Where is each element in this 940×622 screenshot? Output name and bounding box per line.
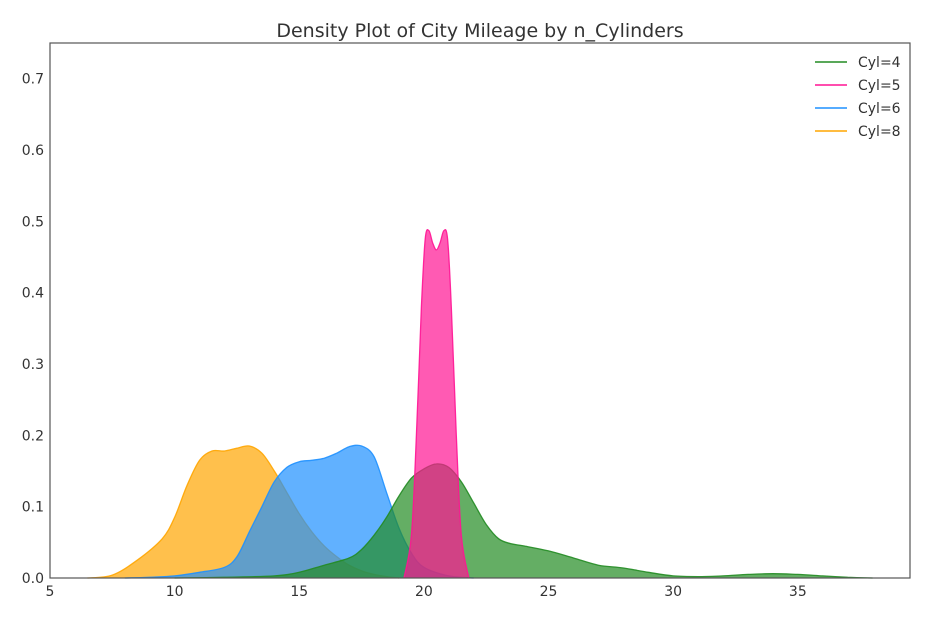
- density-line-cyl-4: [174, 463, 873, 579]
- y-tick-label: 0.7: [22, 72, 44, 88]
- legend-label-cyl-4: Cyl=4: [858, 55, 901, 71]
- y-tick-label: 0.3: [22, 357, 44, 373]
- y-tick-label: 0.5: [22, 214, 44, 230]
- density-area-cyl-5: [404, 229, 469, 578]
- legend-label-cyl-8: Cyl=8: [858, 124, 901, 140]
- legend-label-cyl-5: Cyl=5: [858, 78, 901, 94]
- x-tick-label: 30: [664, 584, 682, 600]
- density-line-cyl-5: [403, 229, 470, 579]
- x-axis: 5 10 15 20 25 30 35: [46, 584, 807, 600]
- y-tick-label: 0.0: [22, 571, 44, 587]
- chart-title: Density Plot of City Mileage by n_Cylind…: [276, 20, 683, 42]
- legend-label-cyl-6: Cyl=6: [858, 101, 901, 117]
- x-tick-label: 25: [540, 584, 558, 600]
- plot-frame: [49, 42, 911, 579]
- x-tick-label: 10: [166, 584, 184, 600]
- x-tick-label: 5: [46, 584, 55, 600]
- series-layer: [87, 229, 873, 579]
- x-tick-label: 35: [789, 584, 807, 600]
- x-tick-label: 20: [415, 584, 433, 600]
- legend: Cyl=4 Cyl=5 Cyl=6 Cyl=8: [815, 55, 901, 140]
- y-tick-label: 0.4: [22, 286, 44, 302]
- density-area-cyl-4: [174, 463, 873, 578]
- y-tick-label: 0.1: [22, 500, 44, 516]
- y-axis: 0.0 0.1 0.2 0.3 0.4 0.5 0.6 0.7: [22, 72, 44, 587]
- y-tick-label: 0.6: [22, 143, 44, 159]
- y-tick-label: 0.2: [22, 428, 44, 444]
- x-tick-label: 15: [290, 584, 308, 600]
